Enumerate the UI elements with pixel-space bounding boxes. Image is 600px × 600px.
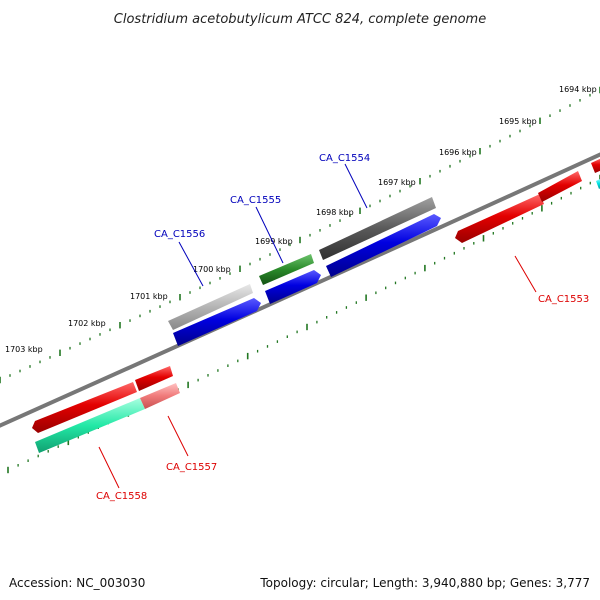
- gene-CA_C1555[interactable]: [259, 254, 314, 285]
- gene-label-CA_C1553[interactable]: CA_C1553: [538, 294, 589, 305]
- tick-label: 1699 kbp: [255, 237, 293, 246]
- leader-lines: [98, 163, 537, 489]
- gene-CA_C1558[interactable]: [35, 398, 145, 453]
- gene-CA_C1553[interactable]: [455, 171, 582, 243]
- tick-label: 1701 kbp: [130, 292, 168, 301]
- gene-labels: CA_C1553 CA_C1554 CA_C1555 CA_C1556 CA_C…: [96, 153, 589, 502]
- gene-label-CA_C1556[interactable]: CA_C1556: [154, 229, 205, 240]
- tick-label: 1697 kbp: [378, 178, 416, 187]
- gene-label-CA_C1554[interactable]: CA_C1554: [319, 153, 370, 164]
- map-title: Clostridium acetobutylicum ATCC 824, com…: [114, 12, 486, 27]
- tick-label: 1700 kbp: [193, 265, 231, 274]
- gene-CA_C1557[interactable]: [140, 383, 180, 409]
- gene-CA_C1558-red[interactable]: [32, 382, 137, 433]
- tick-label: 1694 kbp: [559, 85, 597, 94]
- gene-right-edge-cyan[interactable]: [596, 178, 600, 189]
- gene-CA_C1554-blue[interactable]: [326, 214, 441, 277]
- gene-label-CA_C1555[interactable]: CA_C1555: [230, 195, 281, 206]
- gene-label-CA_C1557[interactable]: CA_C1557: [166, 462, 217, 473]
- tick-label: 1696 kbp: [439, 148, 477, 157]
- gene-CA_C1556[interactable]: [168, 284, 253, 330]
- tick-label: 1703 kbp: [5, 345, 43, 354]
- gene-CA_C1555-blue[interactable]: [265, 270, 321, 304]
- tick-label: 1698 kbp: [316, 208, 354, 217]
- gene-right-edge-red[interactable]: [591, 158, 600, 173]
- tick-labels: 1694 kbp 1695 kbp 1696 kbp 1697 kbp 1698…: [5, 85, 597, 354]
- gene-label-CA_C1558[interactable]: CA_C1558: [96, 491, 147, 502]
- genome-summary-text: Topology: circular; Length: 3,940,880 bp…: [260, 576, 590, 590]
- coordinate-ruler-outer: [0, 86, 600, 384]
- gene-CA_C1554[interactable]: [319, 197, 436, 260]
- genome-backbone: [0, 152, 600, 428]
- gene-CA_C1556-blue[interactable]: [173, 298, 261, 346]
- gene-CA_C1557-upper[interactable]: [135, 366, 173, 391]
- tick-label: 1695 kbp: [499, 117, 537, 126]
- tick-label: 1702 kbp: [68, 319, 106, 328]
- accession-text: Accession: NC_003030: [9, 576, 146, 590]
